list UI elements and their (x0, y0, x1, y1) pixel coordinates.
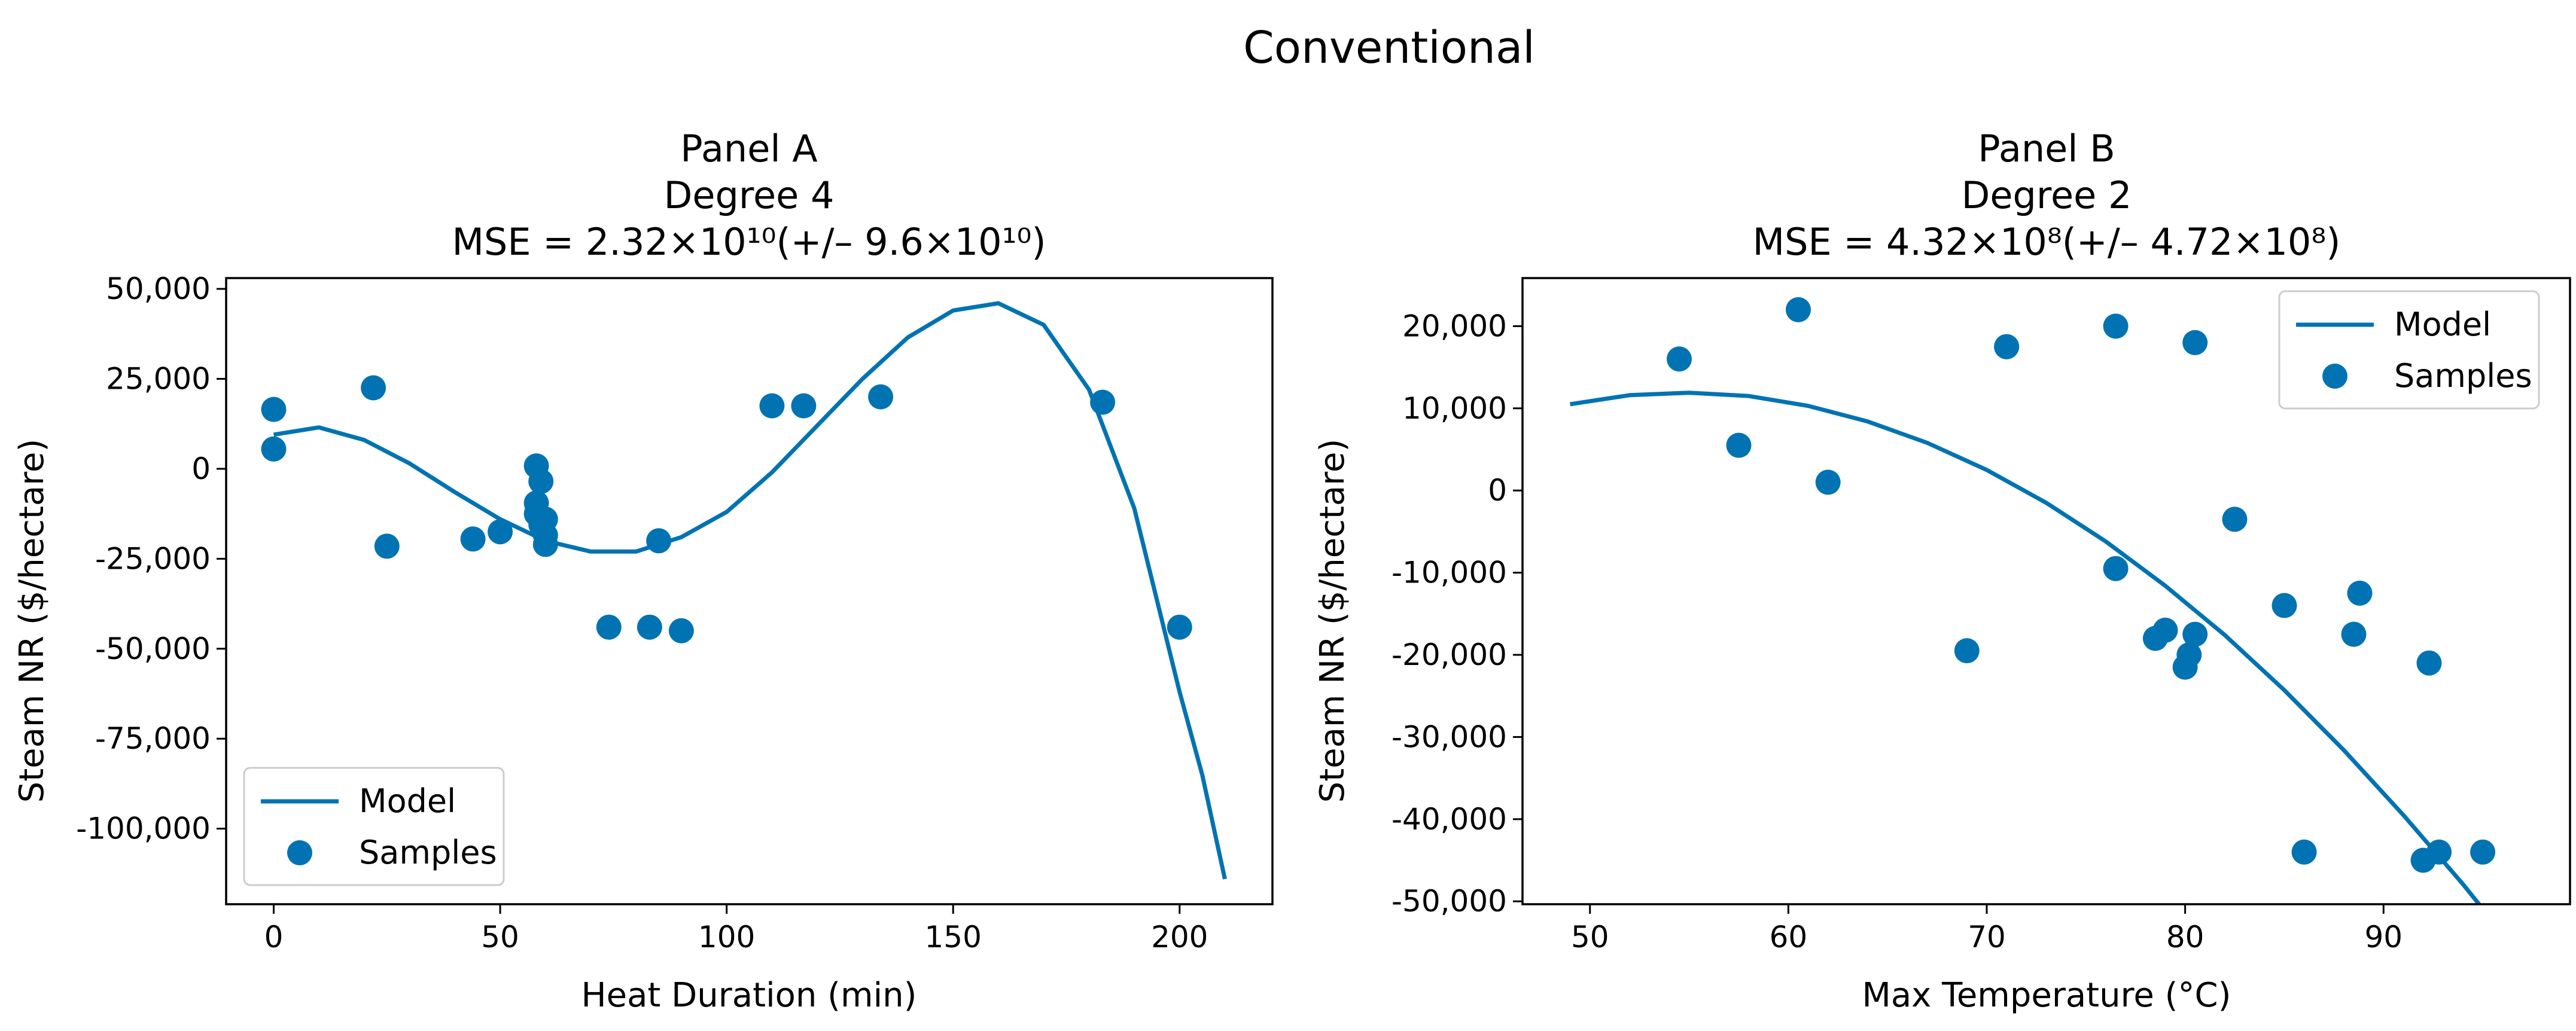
panel-a-xlabel: Heat Duration (min) (581, 976, 917, 1015)
panel-a-plot-area (261, 301, 1227, 880)
panel-a-sample-point (460, 526, 486, 552)
panel-b-ytick-label: -20,000 (1391, 637, 1507, 672)
panel-a-xtick-label: 50 (481, 920, 519, 954)
panel-b-legend-model-label: Model (2394, 306, 2491, 343)
panel-a-sample-point (759, 393, 785, 419)
panel-b-ylabel: Steam NR ($/hectare) (1313, 439, 1352, 803)
panel-a-sample-point (488, 519, 513, 545)
panel-b-xlabel: Max Temperature (°C) (1862, 976, 2231, 1015)
panel-a-ytick-label: -50,000 (95, 632, 211, 666)
panel-b-xtick-label: 80 (2166, 920, 2204, 954)
panel-b-sample-point (2152, 617, 2178, 643)
panel-a-sample-point (868, 384, 894, 410)
panel-a-sample-point (637, 614, 662, 640)
panel-a-sample-point (261, 436, 287, 462)
panel-a-sample-point (1090, 389, 1116, 415)
figure-title: Conventional (1243, 22, 1535, 74)
panel-a-legend-samples-label: Samples (359, 834, 497, 871)
panel-b-sample-point (1954, 638, 1980, 664)
panel-b-legend: Model Samples (2278, 290, 2540, 410)
panel-b: Panel B Degree 2 MSE = 4.32×10⁸(+/– 4.72… (1313, 127, 2571, 1015)
panel-b-sample-point (2426, 839, 2452, 865)
panel-b-xtick-label: 60 (1770, 920, 1808, 954)
panel-b-ytick-label: 20,000 (1402, 309, 1507, 343)
panel-b-sample-point (2103, 556, 2129, 581)
panel-a-mse: MSE = 2.32×10¹⁰(+/– 9.6×10¹⁰) (452, 220, 1046, 264)
panel-a-sample-point (528, 469, 554, 494)
panel-b-sample-point (2470, 839, 2496, 865)
panel-a-sample-point (791, 393, 817, 419)
panel-a-ytick-label: -75,000 (95, 721, 211, 756)
panel-b-sample-point (1726, 432, 1752, 458)
panel-b-plot-area (1570, 297, 2496, 904)
panel-b-sample-point (2347, 580, 2373, 606)
panel-a-xtick-label: 200 (1151, 920, 1208, 954)
panel-b-model-line (1570, 391, 2482, 904)
panel-a-xtick-label: 0 (264, 920, 284, 954)
panel-b-sample-point (1667, 346, 1692, 372)
panel-b-sample-point (2291, 839, 2317, 865)
panel-a-ytick-label: 0 (191, 452, 211, 486)
panel-a-xtick-label: 150 (924, 920, 981, 954)
panel-a-ytick-label: 50,000 (106, 272, 211, 306)
panel-b-xtick-label: 70 (1968, 920, 2006, 954)
panel-b-ytick-label: -30,000 (1391, 719, 1507, 754)
panel-a-sample-point (532, 532, 558, 557)
panel-b-sample-point (1786, 297, 1811, 322)
panel-b-sample-point (2271, 593, 2297, 618)
panel-b-sample-point (1815, 469, 1841, 495)
panel-b-ytick-label: -40,000 (1391, 802, 1507, 837)
panel-b-sample-point (2341, 621, 2367, 647)
panel-a-model-line (273, 301, 1227, 880)
panel-b-sample-point (1994, 334, 2020, 359)
panel-a-ytick-label: -25,000 (95, 541, 211, 576)
panel-b-sample-point (2176, 642, 2202, 667)
panel-a-sample-point (261, 396, 287, 422)
panel-a-sample-point (374, 533, 400, 559)
panel-b-ytick-label: -50,000 (1391, 884, 1507, 919)
panel-a-ticks: 0 50 100 150 200 50,000 25,000 0 -25,000 -50,000 -… (76, 272, 1208, 954)
panel-a-ytick-label: -100,000 (76, 812, 211, 846)
panel-a-sample-point (361, 375, 386, 401)
panel-a-sample-point (646, 528, 672, 554)
panel-b-mse: MSE = 4.32×10⁸(+/– 4.72×10⁸) (1753, 220, 2341, 264)
panel-b-ytick-label: -10,000 (1391, 556, 1507, 590)
panel-b-sample-point (2222, 507, 2248, 532)
panel-b-ytick-label: 0 (1488, 473, 1507, 508)
panel-b-sample-point (2182, 621, 2208, 647)
panel-a-legend-marker-swatch (287, 840, 312, 865)
panel-b-sample-point (2103, 313, 2129, 339)
panel-b-legend-marker-swatch (2322, 364, 2347, 389)
panel-a-ylabel: Steam NR ($/hectare) (13, 439, 51, 803)
panel-a-sample-point (596, 614, 622, 640)
panel-a-legend-model-label: Model (359, 782, 456, 820)
panel-b-legend-samples-label: Samples (2394, 357, 2532, 395)
panel-a-sample-point (668, 618, 694, 643)
panel-a: Panel A Degree 4 MSE = 2.32×10¹⁰(+/– 9.6… (13, 127, 1274, 1015)
panel-b-ticks: 50 60 70 80 90 20,000 10,000 0 -10,000 -20,000 -30… (1391, 309, 2403, 954)
panel-b-degree: Degree 2 (1962, 173, 2132, 217)
panel-a-axes-frame (225, 277, 1274, 905)
panel-a-degree: Degree 4 (664, 173, 835, 217)
panel-b-sample-point (2416, 650, 2442, 676)
panel-a-legend: Model Samples (243, 767, 505, 886)
panel-a-ytick-label: 25,000 (106, 361, 211, 396)
panel-b-xtick-label: 90 (2364, 920, 2403, 954)
panel-a-label: Panel A (680, 127, 817, 170)
panel-b-xtick-label: 50 (1571, 920, 1609, 954)
panel-b-ytick-label: 10,000 (1402, 391, 1507, 426)
panel-b-axes-frame (1521, 277, 2571, 905)
panel-a-sample-point (1167, 614, 1192, 640)
panel-b-sample-point (2182, 330, 2208, 355)
panel-a-xtick-label: 100 (698, 920, 755, 954)
panel-b-label: Panel B (1978, 127, 2115, 170)
